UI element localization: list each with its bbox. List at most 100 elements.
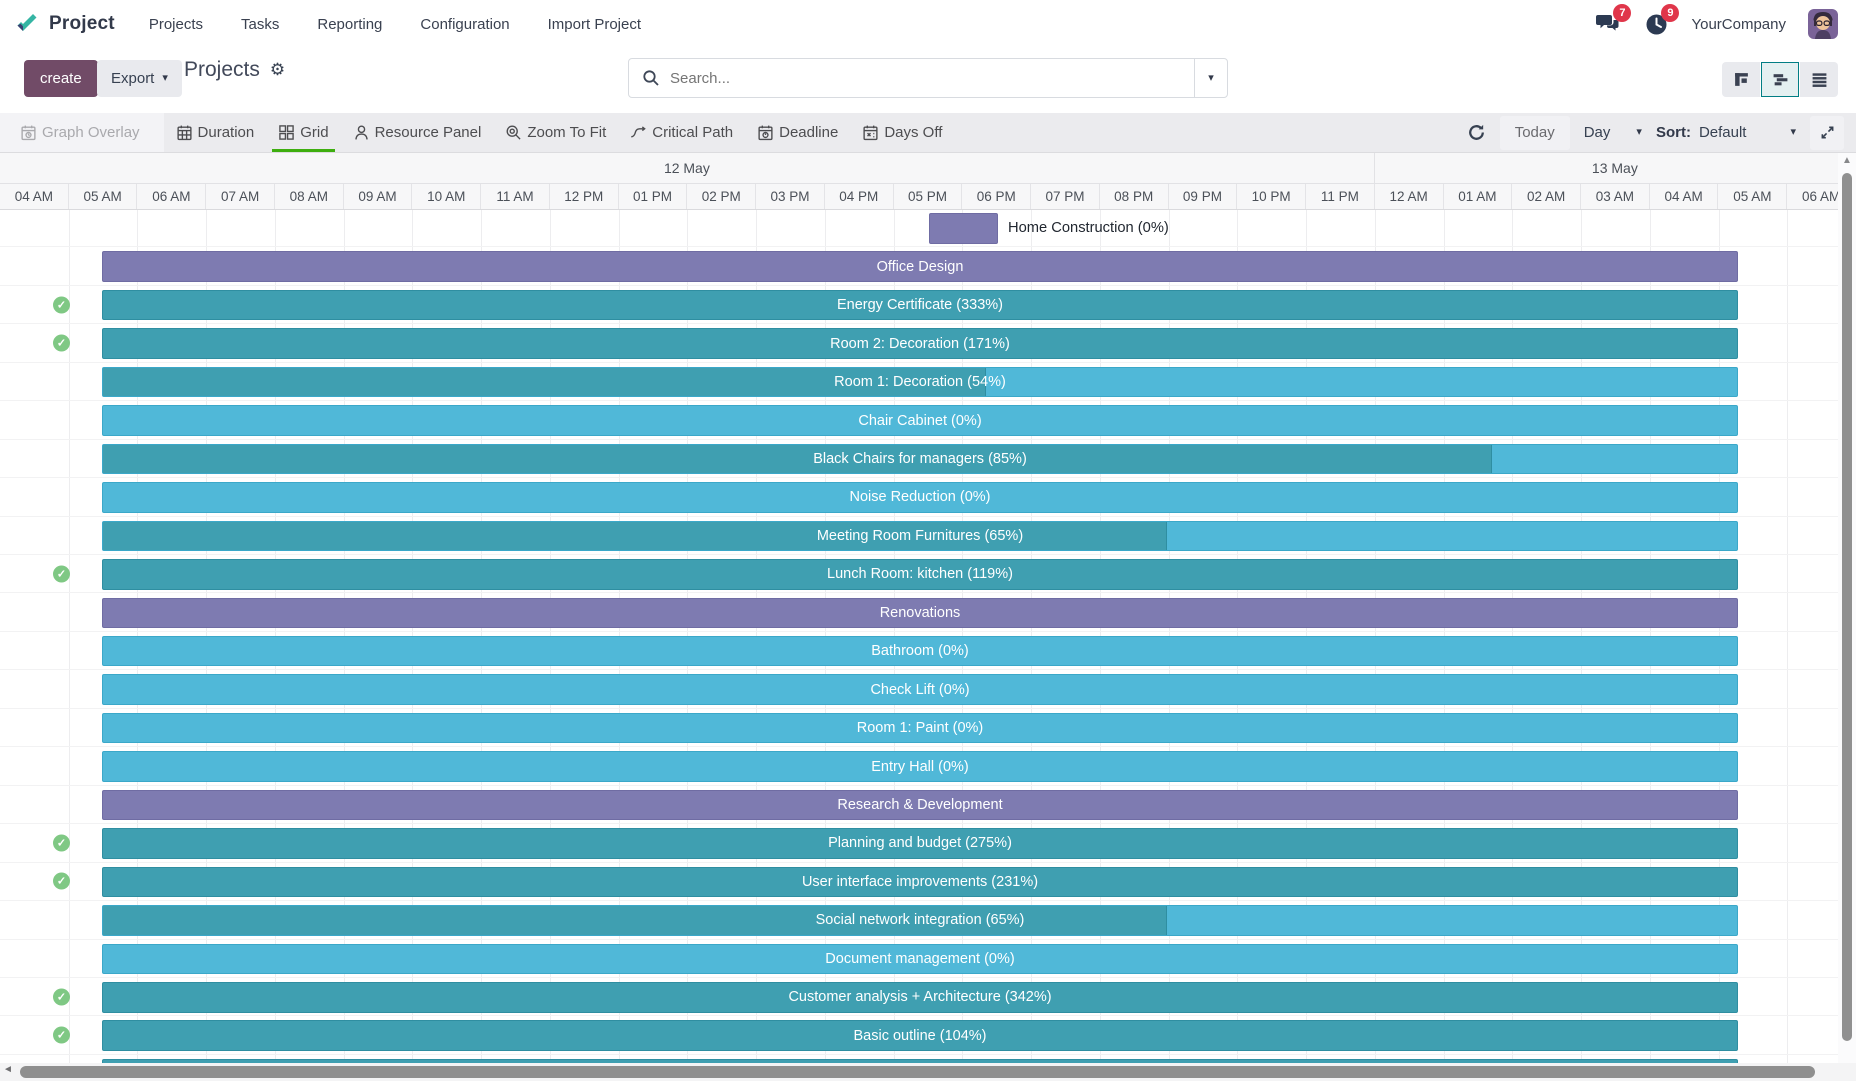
check-icon[interactable]: ✓ [53, 834, 70, 852]
sort-select[interactable]: Default ▾ [1698, 124, 1796, 141]
gantt-bar-chair-cabinet-0[interactable] [102, 405, 1738, 436]
grid-icon [278, 124, 295, 141]
hour-header: 04 AM [1650, 184, 1719, 209]
menu-item-import-project[interactable]: Import Project [547, 15, 642, 33]
hour-header: 06 AM [137, 184, 207, 209]
check-icon[interactable]: ✓ [53, 988, 70, 1006]
toolbar-button-critical-path[interactable]: Critical Path [618, 113, 745, 152]
gantt-bar-lunch-room-kitchen-119[interactable] [102, 559, 1738, 590]
list-view-icon[interactable] [1800, 62, 1838, 97]
create-button[interactable]: create [24, 60, 98, 97]
toolbar-button-label: Grid [300, 124, 329, 141]
hour-header: 09 PM [1169, 184, 1238, 209]
company-name[interactable]: YourCompany [1691, 15, 1786, 33]
activities-badge: 9 [1661, 4, 1680, 22]
gantt-bar-meeting-room-furnitures-65[interactable] [102, 520, 1738, 552]
hour-header: 03 PM [756, 184, 825, 209]
menu-item-reporting[interactable]: Reporting [317, 15, 383, 33]
hour-header: 01 PM [619, 184, 688, 209]
gantt-bar-noise-reduction-0[interactable] [102, 482, 1738, 513]
menu-item-projects[interactable]: Projects [148, 15, 204, 33]
gantt-bar-black-chairs-for-managers-85[interactable] [102, 443, 1738, 475]
app-brand[interactable]: Project [14, 11, 115, 37]
user-avatar[interactable] [1808, 9, 1838, 39]
gantt-bar-entry-hall-0[interactable] [102, 751, 1738, 782]
messages-icon[interactable]: 7 [1595, 4, 1632, 37]
gantt-bar-partial[interactable] [102, 1058, 1738, 1063]
vertical-scroll-thumb[interactable] [1842, 173, 1852, 1041]
export-button[interactable]: Export ▾ [97, 60, 182, 97]
toolbar-button-days-off[interactable]: Days Off [850, 113, 954, 152]
gantt-row: Meeting Room Furnitures (65%) [0, 517, 1856, 556]
vertical-scrollbar[interactable]: ▲ [1838, 153, 1856, 1063]
sort-label: Sort: [1655, 124, 1691, 141]
gantt-view-icon[interactable] [1761, 62, 1799, 97]
toolbar-button-deadline[interactable]: Deadline [745, 113, 850, 152]
gear-icon[interactable]: ⚙ [269, 60, 286, 79]
app-name: Project [49, 13, 115, 34]
gantt-row: Renovations [0, 594, 1856, 632]
gantt-bar-customer-analysis-architecture-342[interactable] [102, 982, 1738, 1013]
calendar-clock-icon [757, 124, 774, 141]
check-icon[interactable]: ✓ [53, 565, 70, 583]
project-logo-icon [14, 11, 40, 37]
hour-header: 07 AM [206, 184, 275, 209]
day-header-13-may: 13 May [1375, 153, 1856, 183]
gantt-bar-home-construction-0[interactable] [929, 213, 998, 244]
gantt-bar-planning-and-budget-275[interactable] [102, 828, 1738, 859]
hour-header: 10 AM [412, 184, 482, 209]
hour-header: 07 PM [1031, 184, 1100, 209]
gantt-bar-renovations[interactable] [102, 597, 1738, 628]
search-icon [642, 69, 660, 87]
gantt-row: Chair Cabinet (0%) [0, 401, 1856, 440]
gantt-bar-room-2-decoration-171[interactable] [102, 328, 1738, 359]
gantt-bar-research-development[interactable] [102, 789, 1738, 821]
hour-header: 08 PM [1100, 184, 1169, 209]
sort-caret-icon: ▾ [1790, 126, 1796, 138]
toolbar-button-zoom-to-fit[interactable]: Zoom To Fit [493, 113, 618, 152]
kanban-view-icon[interactable] [1722, 62, 1760, 97]
search-input[interactable] [670, 69, 1194, 87]
hour-header: 12 AM [1375, 184, 1444, 209]
check-icon[interactable]: ✓ [53, 872, 70, 890]
gantt-bar-room-1-decoration-54[interactable] [102, 366, 1738, 398]
gantt-row: Social network integration (65%) [0, 901, 1856, 940]
activities-icon[interactable]: 9 [1643, 4, 1680, 37]
hour-header: 06 PM [962, 184, 1032, 209]
toolbar-button-grid[interactable]: Grid [266, 113, 340, 152]
scroll-left-arrow-icon[interactable]: ◄ [3, 1064, 13, 1075]
toolbar-button-duration[interactable]: Duration [164, 113, 267, 152]
gantt-bar-bathroom-0[interactable] [102, 635, 1738, 667]
gantt-row: ✓ Lunch Room: kitchen (119%) [0, 555, 1856, 594]
toolbar-button-label: Days Off [884, 124, 943, 141]
menu-item-tasks[interactable]: Tasks [241, 15, 280, 33]
gantt-bar-office-design[interactable] [102, 251, 1738, 282]
gantt-bar-room-1-paint-0[interactable] [102, 712, 1738, 744]
refresh-icon[interactable] [1467, 123, 1486, 142]
scale-select[interactable]: Day ▾ [1583, 124, 1642, 141]
toolbar-button-label: Deadline [779, 124, 839, 141]
gantt-row: Research & Development [0, 786, 1856, 825]
calendar-graph-icon [20, 124, 37, 141]
gantt-bar-check-lift-0[interactable] [102, 674, 1738, 705]
scroll-up-arrow-icon[interactable]: ▲ [1842, 155, 1852, 166]
check-icon[interactable]: ✓ [53, 334, 70, 352]
horizontal-scroll-thumb[interactable] [20, 1066, 1815, 1078]
check-icon[interactable]: ✓ [53, 296, 70, 314]
gantt-bar-social-network-integration-65[interactable] [102, 905, 1738, 936]
progress-fill [103, 444, 1492, 474]
gantt-bar-user-interface-improvements-231[interactable] [102, 866, 1738, 898]
check-icon[interactable]: ✓ [53, 1026, 70, 1044]
today-button[interactable]: Today [1499, 115, 1570, 150]
gantt-bar-document-management-0[interactable] [102, 943, 1738, 975]
search-dropdown-toggle[interactable]: ▾ [1194, 59, 1227, 97]
gantt-bar-energy-certificate-333[interactable] [102, 289, 1738, 321]
gantt-bar-basic-outline-104[interactable] [102, 1020, 1738, 1051]
progress-fill [103, 906, 1167, 935]
menu-item-configuration[interactable]: Configuration [420, 15, 510, 33]
toolbar-button-resource-panel[interactable]: Resource Panel [341, 113, 494, 152]
expand-icon[interactable] [1810, 115, 1844, 150]
horizontal-scrollbar[interactable]: ◄ [0, 1063, 1856, 1081]
toolbar-button-graph-overlay: Graph Overlay [0, 113, 164, 152]
